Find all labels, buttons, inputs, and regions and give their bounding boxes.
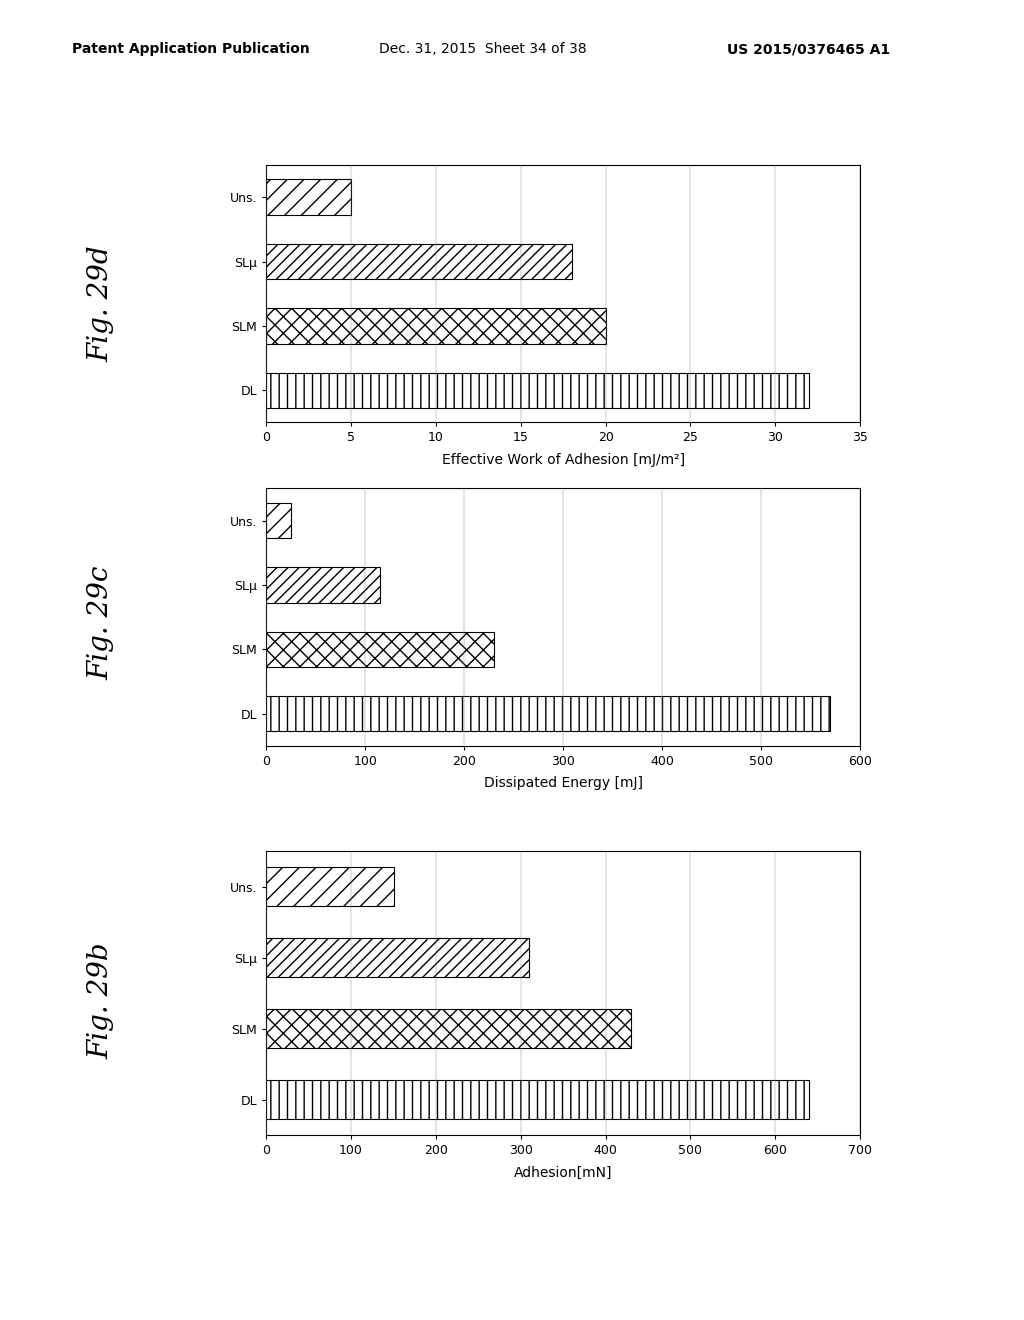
X-axis label: Adhesion[mN]: Adhesion[mN] — [514, 1166, 612, 1180]
Bar — [266, 939, 529, 977]
Bar — [266, 631, 494, 667]
Bar — [266, 372, 809, 408]
X-axis label: Effective Work of Adhesion [mJ/m²]: Effective Work of Adhesion [mJ/m²] — [441, 453, 685, 467]
Bar — [266, 244, 571, 280]
Bar — [266, 308, 605, 343]
Bar — [266, 867, 393, 907]
Text: Fig. 29b: Fig. 29b — [87, 942, 114, 1059]
X-axis label: Dissipated Energy [mJ]: Dissipated Energy [mJ] — [483, 776, 643, 791]
Text: US 2015/0376465 A1: US 2015/0376465 A1 — [727, 42, 890, 57]
Bar — [266, 1010, 631, 1048]
Bar — [266, 696, 830, 731]
Bar — [266, 180, 351, 215]
Text: Fig. 29c: Fig. 29c — [87, 566, 114, 680]
Bar — [266, 568, 380, 603]
Text: Fig. 29d: Fig. 29d — [87, 246, 114, 362]
Bar — [266, 503, 291, 539]
Text: Patent Application Publication: Patent Application Publication — [72, 42, 309, 57]
Text: Dec. 31, 2015  Sheet 34 of 38: Dec. 31, 2015 Sheet 34 of 38 — [379, 42, 587, 57]
Bar — [266, 1080, 809, 1119]
